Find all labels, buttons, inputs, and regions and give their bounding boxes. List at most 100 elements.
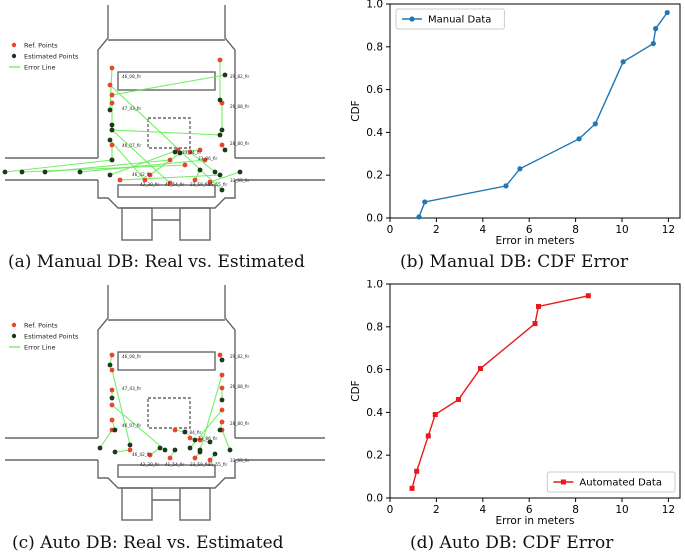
reference-point	[167, 180, 173, 186]
building-wall-bottom	[97, 180, 236, 209]
data-point	[585, 293, 591, 299]
reference-point	[127, 447, 133, 453]
error-line	[44, 159, 171, 173]
estimated-point	[172, 447, 178, 453]
floorplan-legend: Ref. Points Estimated Points Error Line	[9, 322, 79, 352]
room-label: 46_08_fir	[122, 74, 141, 79]
estimated-point	[237, 169, 243, 175]
floorplan-walls	[5, 285, 325, 521]
y-tick-label: 0.0	[366, 493, 383, 505]
data-point	[532, 321, 538, 327]
legend-err-label: Error Line	[24, 344, 55, 352]
data-point	[432, 412, 438, 418]
y-tick-label: 0.4	[366, 127, 383, 139]
reference-point	[172, 427, 178, 433]
cdf-chart-auto: 0 2 4 6 8 10 12 0.0 0.2 0.4 0.6 0.8 1.0 Error in mete…	[350, 280, 681, 525]
x-tick-label: 12	[662, 504, 675, 516]
y-tick-label: 0.4	[366, 407, 383, 419]
reference-point	[197, 437, 203, 443]
room-label: 42_30_fir	[140, 182, 159, 187]
error-line	[189, 151, 216, 173]
reference-point	[142, 177, 148, 183]
estimated-point	[187, 445, 193, 451]
y-tick-label: 0.2	[366, 170, 383, 182]
x-tick-label: 6	[526, 504, 533, 516]
x-axis-label: Error in meters	[496, 235, 575, 245]
error-line	[111, 369, 131, 446]
x-tick-label: 10	[615, 504, 628, 516]
annex-left	[121, 487, 153, 521]
estimated-point	[107, 107, 113, 113]
error-line	[119, 174, 221, 181]
room-label: 28_80_fir	[230, 421, 249, 426]
legend-box	[546, 471, 676, 493]
y-tick-label: 0.6	[366, 84, 383, 96]
reference-point	[219, 142, 225, 148]
estimated-point	[197, 167, 203, 173]
reference-point	[197, 147, 203, 153]
legend-marker	[409, 16, 415, 22]
x-tick-label: 10	[615, 224, 628, 236]
cdf-chart-manual: 0 2 4 6 8 10 12 0.0 0.2 0.4 0.6 0.8 1.0 Error in mete…	[350, 0, 681, 245]
x-tick-label: 4	[479, 504, 486, 516]
reference-point	[109, 92, 115, 98]
room-label: 46_07_fir	[122, 423, 141, 428]
estimated-point	[219, 187, 225, 193]
annex-right	[179, 487, 211, 521]
y-axis-ticks: 0.0 0.2 0.4 0.6 0.8 1.0	[366, 280, 390, 505]
error-line	[109, 84, 223, 191]
estimated-point	[19, 169, 25, 175]
caption-d: (d) Auto DB: CDF Error	[410, 533, 614, 553]
x-tick-label: 4	[479, 224, 486, 236]
floorplan-legend: Ref. Points Estimated Points Error Line	[9, 42, 79, 72]
data-point	[414, 468, 420, 474]
chart-legend: Automated Data	[546, 471, 676, 493]
room-label: 47_43_fir	[122, 106, 141, 111]
room-labels: 46_08_fir 29_82_fir 47_43_fir 26_88_fir 46_0…	[122, 74, 249, 187]
data-point	[650, 40, 656, 47]
estimated-point	[172, 149, 178, 155]
room-label: 33_84_fir	[182, 430, 201, 435]
error-line	[79, 159, 206, 173]
x-tick-label: 2	[433, 224, 440, 236]
caption-b: (b) Manual DB: CDF Error	[400, 252, 629, 272]
legend-ref-label: Ref. Points	[24, 42, 58, 50]
reference-point	[219, 419, 225, 425]
error-line	[111, 129, 221, 136]
floorplan-auto: 46_08_fir 29_82_fir 47_43_fir 26_88_fir 46_0…	[5, 285, 325, 521]
reference-point	[147, 172, 153, 178]
y-tick-label: 0.2	[366, 450, 383, 462]
estimated-point	[127, 442, 133, 448]
legend-ref-marker	[11, 322, 17, 328]
series-markers	[409, 293, 591, 491]
reference-point	[109, 142, 115, 148]
room-label: 46_07_fir	[122, 143, 141, 148]
room-label: 46_42_fir	[132, 452, 151, 457]
room-label: 28_80_fir	[230, 141, 249, 146]
estimated-point	[219, 397, 225, 403]
estimated-point	[207, 439, 213, 445]
y-tick-label: 1.0	[366, 0, 383, 11]
room-label: 26_88_fir	[230, 104, 249, 109]
error-lines	[4, 60, 241, 191]
legend-est-marker	[11, 53, 17, 59]
room-label: 29_82_fir	[230, 354, 249, 359]
room-label: 23_50_fir	[190, 182, 209, 187]
data-point	[535, 303, 541, 309]
estimated-point	[97, 445, 103, 451]
estimated-point	[112, 427, 118, 433]
estimated-point	[177, 150, 183, 156]
data-point	[409, 485, 415, 491]
estimated-point	[109, 127, 115, 133]
estimated-point	[219, 357, 225, 363]
estimated-point	[77, 169, 83, 175]
x-tick-label: 8	[572, 224, 579, 236]
y-tick-label: 0.8	[366, 41, 383, 53]
reference-point	[109, 402, 115, 408]
x-axis-label: Error in meters	[496, 515, 575, 525]
error-line	[111, 129, 171, 184]
error-line	[109, 139, 146, 181]
plot-frame	[389, 283, 681, 499]
x-axis-ticks: 0 2 4 6 8 10 12	[387, 498, 675, 516]
estimated-point	[192, 437, 198, 443]
